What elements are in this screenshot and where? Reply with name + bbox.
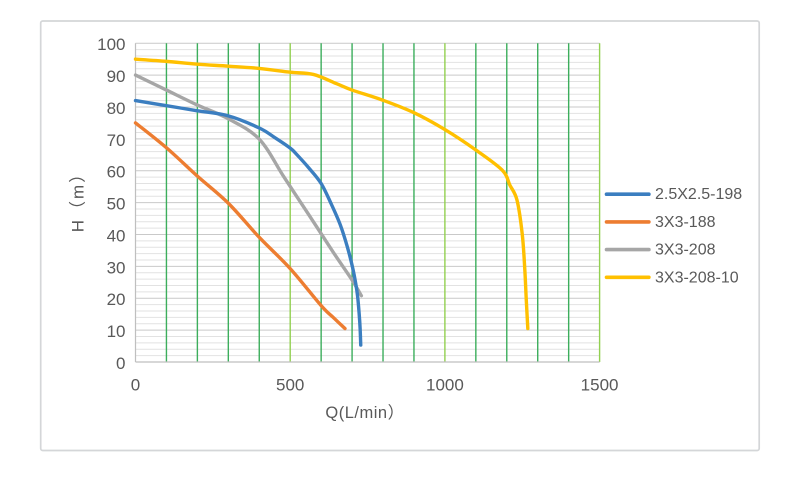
svg-text:40: 40 bbox=[107, 227, 126, 246]
svg-text:10: 10 bbox=[107, 322, 126, 341]
svg-text:Q(L/min）: Q(L/min） bbox=[325, 403, 404, 422]
svg-text:50: 50 bbox=[107, 195, 126, 214]
svg-text:500: 500 bbox=[276, 376, 304, 395]
svg-text:3X3-208-10: 3X3-208-10 bbox=[655, 269, 739, 286]
svg-text:0: 0 bbox=[131, 376, 140, 395]
svg-text:100: 100 bbox=[97, 35, 125, 54]
svg-text:3X3-208: 3X3-208 bbox=[655, 242, 716, 259]
svg-text:2.5X2.5-198: 2.5X2.5-198 bbox=[655, 186, 742, 203]
svg-text:3X3-188: 3X3-188 bbox=[655, 214, 716, 231]
svg-text:60: 60 bbox=[107, 163, 126, 182]
svg-text:70: 70 bbox=[107, 131, 126, 150]
svg-text:0: 0 bbox=[116, 354, 125, 373]
svg-text:1000: 1000 bbox=[426, 376, 464, 395]
svg-text:80: 80 bbox=[107, 99, 126, 118]
svg-text:20: 20 bbox=[107, 290, 126, 309]
svg-text:1500: 1500 bbox=[581, 376, 619, 395]
svg-text:H（m）: H（m） bbox=[69, 164, 88, 232]
svg-text:30: 30 bbox=[107, 258, 126, 277]
svg-text:90: 90 bbox=[107, 67, 126, 86]
